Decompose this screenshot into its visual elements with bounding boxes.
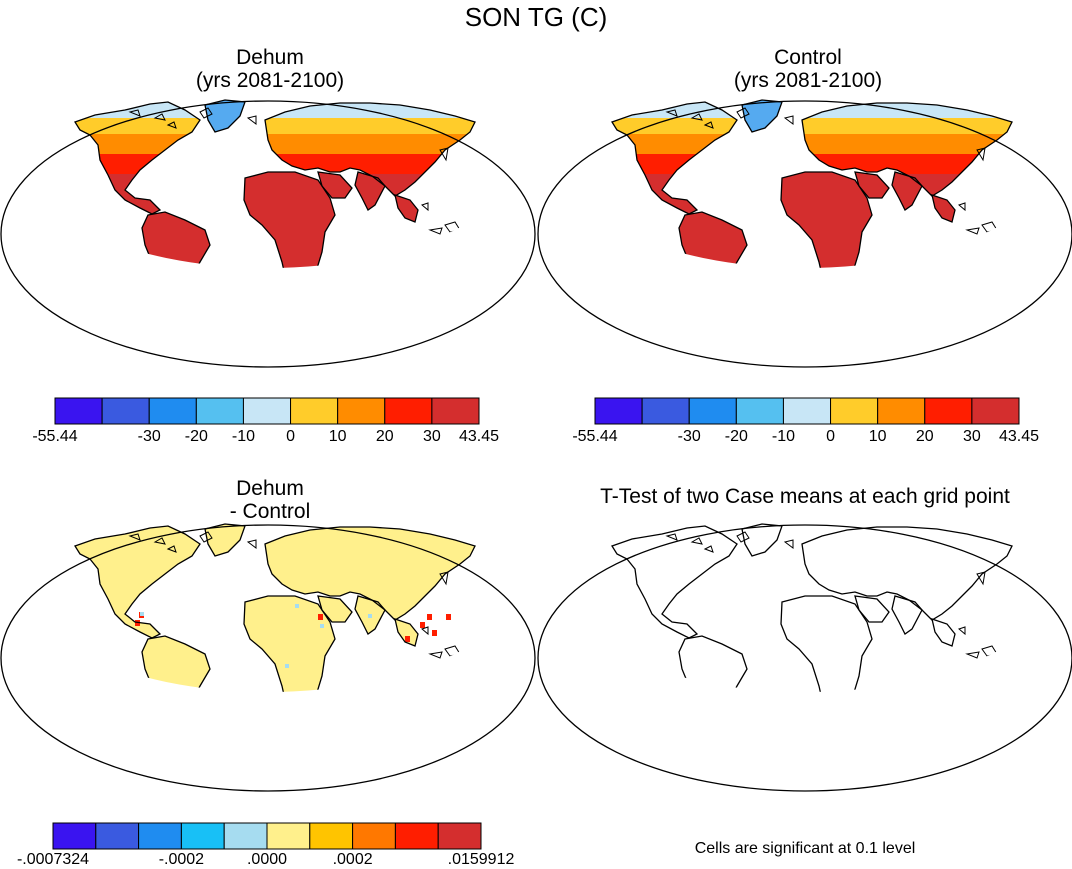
- colorbar-swatch: [641, 397, 690, 425]
- map-dehum: [0, 99, 536, 368]
- colorbar-dehum-labels: -55.44 -30 -20 -10 0 10 20 30 43.45: [32, 428, 499, 448]
- colorbar-swatch: [394, 822, 439, 850]
- figure-title: SON TG (C): [464, 2, 608, 32]
- colorbar-tick-label: .0159912: [447, 851, 515, 868]
- colorbar-swatch: [138, 822, 182, 850]
- map-ttest: [537, 523, 1072, 792]
- colorbar-tick-label: 43.45: [458, 428, 500, 445]
- colorbar-swatch: [384, 397, 433, 425]
- panel-title-control: Control (yrs 2081-2100): [658, 46, 958, 92]
- colorbar-control: [594, 397, 1020, 425]
- colorbar-control-labels: -55.44 -30 -20 -10 0 10 20 30 43.45: [572, 428, 1039, 448]
- significance-note: Cells are significant at 0.1 level: [694, 840, 916, 857]
- panel-title-control-line1: Control: [774, 46, 842, 69]
- colorbar-tick-label: 30: [422, 428, 441, 445]
- colorbar-swatch: [195, 397, 244, 425]
- colorbar-tick-label: 10: [328, 428, 347, 445]
- panel-title-ttest: T-Test of two Case means at each grid po…: [600, 485, 1010, 508]
- colorbar-swatch: [309, 822, 354, 850]
- colorbar-tick-label: -10: [771, 428, 795, 445]
- colorbar-swatch: [352, 822, 396, 850]
- colorbar-swatch: [735, 397, 784, 425]
- colorbar-tick-label: 0: [286, 428, 295, 445]
- map-control: [537, 99, 1072, 368]
- colorbar-swatch: [266, 822, 311, 850]
- colorbar-tick-label: 20: [915, 428, 934, 445]
- panel-title-difference: Dehum - Control: [120, 477, 420, 523]
- panel-title-dehum-line2: (yrs 2081-2100): [195, 69, 345, 92]
- colorbar-swatch: [877, 397, 926, 425]
- colorbar-tick-label: -55.44: [572, 428, 618, 445]
- colorbar-tick-label: 30: [962, 428, 981, 445]
- colorbar-swatch: [95, 822, 140, 850]
- colorbar-tick-label: .0002: [332, 851, 373, 868]
- colorbar-swatch: [830, 397, 879, 425]
- colorbar-swatch: [431, 397, 480, 425]
- colorbar-swatch: [688, 397, 737, 425]
- colorbar-tick-label: -20: [184, 428, 208, 445]
- colorbar-swatch: [54, 397, 103, 425]
- panel-title-dehum: Dehum (yrs 2081-2100): [120, 46, 420, 92]
- colorbar-tick-label: -10: [231, 428, 255, 445]
- colorbar-tick-label: .0000: [246, 851, 288, 868]
- panel-title-difference-line2: - Control: [229, 500, 311, 523]
- colorbar-swatch: [242, 397, 292, 425]
- panel-title-dehum-line1: Dehum: [236, 46, 304, 69]
- panel-title-difference-line1: Dehum: [236, 477, 304, 500]
- colorbar-tick-label: -55.44: [32, 428, 78, 445]
- colorbar-swatch: [148, 397, 197, 425]
- colorbar-swatch: [924, 397, 973, 425]
- colorbar-tick-label: 20: [375, 428, 394, 445]
- colorbar-swatch: [290, 397, 339, 425]
- colorbar-tick-label: -.0007324: [16, 851, 90, 868]
- colorbar-tick-label: 0: [826, 428, 835, 445]
- map-difference: [0, 523, 536, 792]
- colorbar-swatch: [101, 397, 150, 425]
- colorbar-swatch: [782, 397, 832, 425]
- colorbar-swatch: [52, 822, 97, 850]
- colorbar-tick-label: -30: [677, 428, 701, 445]
- colorbar-dehum: [54, 397, 480, 425]
- colorbar-difference: [52, 822, 482, 850]
- colorbar-tick-label: -.0002: [158, 851, 205, 868]
- colorbar-swatch: [337, 397, 386, 425]
- colorbar-difference-labels: -.0007324 -.0002 .0000 .0002 .0159912: [17, 851, 514, 869]
- panel-title-control-line2: (yrs 2081-2100): [733, 69, 883, 92]
- colorbar-tick-label: 10: [868, 428, 887, 445]
- colorbar-tick-label: -30: [137, 428, 161, 445]
- colorbar-swatch: [971, 397, 1020, 425]
- colorbar-tick-label: 43.45: [998, 428, 1040, 445]
- colorbar-swatch: [594, 397, 643, 425]
- colorbar-swatch: [180, 822, 225, 850]
- colorbar-swatch: [223, 822, 268, 850]
- colorbar-swatch: [437, 822, 482, 850]
- colorbar-tick-label: -20: [724, 428, 748, 445]
